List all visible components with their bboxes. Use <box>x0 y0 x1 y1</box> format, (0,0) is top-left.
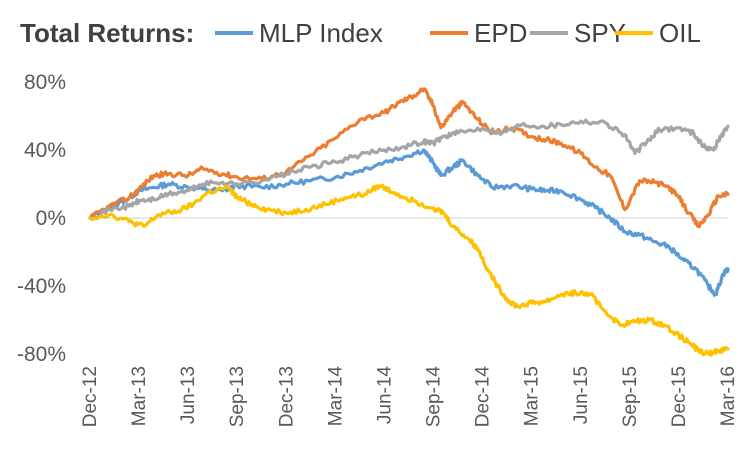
series-line-spy <box>88 118 730 222</box>
series-line-mlp-index <box>88 148 730 297</box>
y-tick-label-0: 80% <box>24 71 66 94</box>
y-axis: 80% 40% 0% -40% -80% <box>17 71 66 366</box>
y-tick-label-4: -80% <box>17 343 66 366</box>
x-tick-label-5: Mar-14 <box>325 366 346 427</box>
legend-label-0: MLP Index <box>259 18 383 48</box>
series-lines <box>88 87 730 357</box>
x-tick-label-11: Sep-15 <box>620 366 641 427</box>
x-tick-label-7: Sep-14 <box>424 366 445 428</box>
x-tick-label-8: Dec-14 <box>473 366 494 428</box>
legend-label-3: OIL <box>659 18 701 48</box>
x-tick-label-0: Dec-12 <box>80 366 101 427</box>
x-tick-label-4: Dec-13 <box>276 366 297 427</box>
x-tick-label-3: Sep-13 <box>227 366 248 427</box>
series-line-epd <box>88 87 730 229</box>
x-tick-label-12: Dec-15 <box>669 366 690 427</box>
x-tick-label-2: Jun-13 <box>178 366 199 424</box>
x-axis: Dec-12 Mar-13 Jun-13 Sep-13 Dec-13 Mar-14 Jun-… <box>80 366 739 428</box>
x-tick-label-1: Mar-13 <box>129 366 150 426</box>
series-line-oil <box>88 183 730 357</box>
y-tick-label-3: -40% <box>17 275 66 298</box>
legend-label-1: EPD <box>474 18 527 48</box>
x-tick-label-10: Jun-15 <box>571 366 592 424</box>
x-tick-label-6: Jun-14 <box>374 366 395 425</box>
y-tick-label-2: 0% <box>36 207 66 230</box>
x-tick-label-9: Mar-15 <box>522 366 543 426</box>
chart-title: Total Returns: <box>20 18 194 48</box>
y-tick-label-1: 40% <box>24 139 66 162</box>
x-tick-label-13: Mar-16 <box>718 366 739 426</box>
legend: MLP Index EPD SPY OIL <box>215 18 701 48</box>
